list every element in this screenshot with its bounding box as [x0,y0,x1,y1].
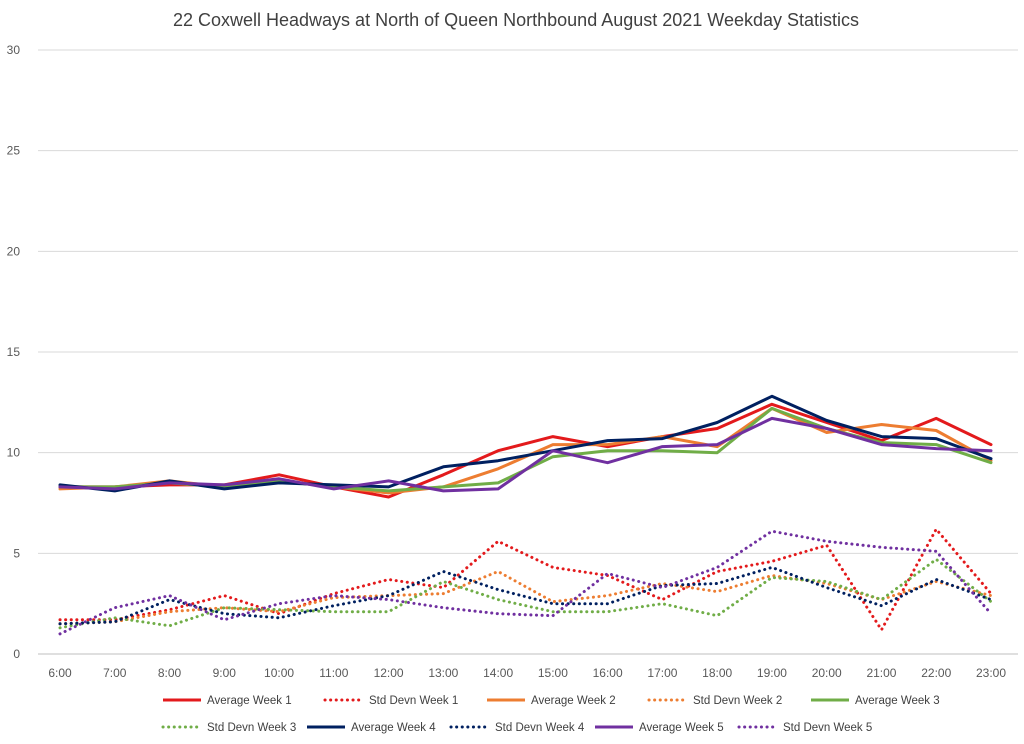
x-tick-label: 18:00 [702,666,732,680]
series-line-average-week-3 [58,406,993,493]
series-line-std-devn-week-3 [58,557,993,630]
legend-label: Std Devn Week 4 [495,722,585,734]
x-tick-label: 16:00 [593,666,623,680]
legend-item: Average Week 5 [595,722,724,734]
x-tick-label: 7:00 [103,666,127,680]
x-tick-label: 20:00 [812,666,842,680]
x-tick-label: 11:00 [319,666,348,680]
x-tick-label: 13:00 [428,666,458,680]
x-tick-label: 8:00 [158,666,182,680]
legend-label: Std Devn Week 2 [693,695,782,707]
x-tick-label: 21:00 [866,666,896,680]
x-tick-label: 23:00 [976,666,1006,680]
x-axis: 6:00 7:00 8:00 9:00 10:00 11:00 12:00 13:00 14:0… [48,666,1006,680]
chart-title: 22 Coxwell Headways at North of Queen No… [173,10,859,30]
legend-label: Average Week 2 [531,695,616,707]
plot-area [58,394,993,636]
series-line-average-week-2 [58,406,993,495]
legend-item: Average Week 3 [811,695,940,707]
y-tick-label: 25 [7,144,21,158]
legend-item: Average Week 4 [307,722,436,734]
x-tick-label: 15:00 [538,666,568,680]
y-axis: 0 5 10 15 20 25 30 [7,43,21,661]
legend-label: Average Week 4 [351,722,436,734]
series-line-std-devn-week-1 [58,527,993,632]
legend-item: Std Devn Week 4 [449,722,585,734]
series-line-std-devn-week-5 [58,529,993,636]
legend-label: Std Devn Week 3 [207,722,296,734]
legend-label: Std Devn Week 1 [369,695,458,707]
y-tick-label: 10 [7,446,21,460]
legend-item: Std Devn Week 2 [647,695,782,707]
y-tick-label: 30 [7,43,21,57]
x-tick-label: 6:00 [48,666,72,680]
x-tick-label: 14:00 [483,666,513,680]
legend-item: Average Week 1 [163,695,292,707]
legend-item: Std Devn Week 1 [323,695,458,707]
x-tick-label: 9:00 [213,666,237,680]
series-line-std-devn-week-2 [58,570,993,626]
gridlines [38,49,1018,655]
x-tick-label: 10:00 [264,666,294,680]
legend-label: Average Week 3 [855,695,940,707]
legend-label: Average Week 5 [639,722,724,734]
y-tick-label: 15 [7,345,21,359]
x-tick-label: 19:00 [757,666,787,680]
series-line-std-devn-week-4 [58,565,993,626]
legend-item: Std Devn Week 3 [161,722,296,734]
y-tick-label: 0 [13,647,20,661]
legend-label: Average Week 1 [207,695,292,707]
x-tick-label: 12:00 [374,666,404,680]
legend-item: Std Devn Week 5 [737,722,872,734]
series-line-average-week-4 [58,394,993,493]
legend-item: Average Week 2 [487,695,616,707]
x-tick-label: 17:00 [647,666,677,680]
y-tick-label: 5 [13,546,20,560]
legend-label: Std Devn Week 5 [783,722,872,734]
series-line-average-week-5 [58,416,993,493]
y-tick-label: 20 [7,244,21,258]
x-tick-label: 22:00 [921,666,951,680]
legend: Average Week 1 Std Devn Week 1 Average Wee… [161,695,940,734]
